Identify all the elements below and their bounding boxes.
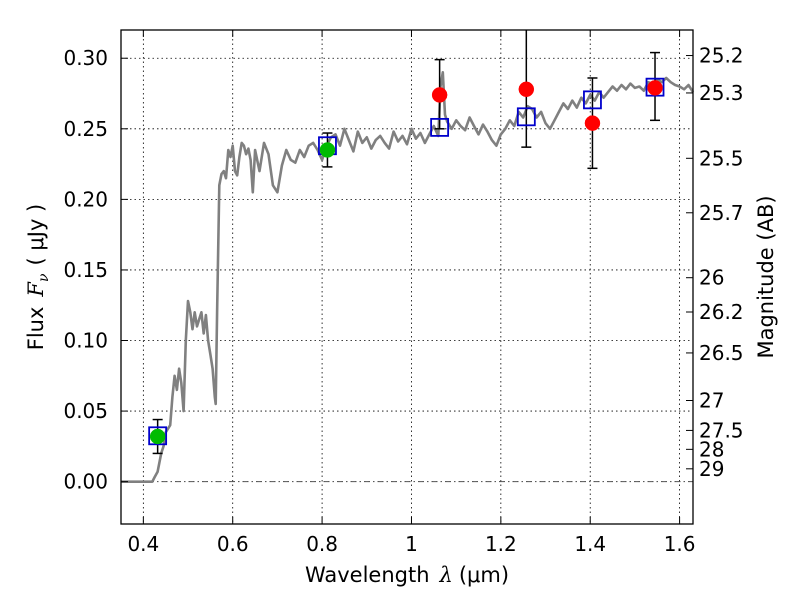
model-photometry-square [148,426,168,446]
x-axis-label: Wavelength λ (μm) [305,563,509,587]
magnitude-tick-label: 26.5 [699,341,744,365]
y-tick-label: 0.00 [63,470,108,494]
magnitude-tick-label: 27 [699,389,724,413]
magnitude-tick-label: 29 [699,457,724,481]
y-axis-label-symbol: F [24,281,48,298]
secondary-y-axis-label: Magnitude (AB) [754,195,778,358]
observed-point-red [647,80,663,96]
magnitude-tick-label: 27.5 [699,418,744,442]
observed-point-red [518,81,535,98]
model-photometry-square [645,77,665,97]
observed-point-green [319,142,336,158]
model-photometry-square [516,107,536,127]
marker-layer [148,77,665,446]
x-axis-label-unit: (μm) [459,563,509,587]
x-tick-label: 1 [405,532,418,556]
y-axis-label-subscript: ν [36,273,52,282]
x-axis-label-text: Wavelength [305,563,430,587]
y-tick-label: 0.30 [63,46,108,70]
magnitude-tick-label: 26.2 [699,300,744,324]
x-tick-label: 0.6 [217,532,249,556]
y-axis-label-text: Flux [24,307,48,351]
x-axis-label-symbol: λ [439,563,453,587]
tick-label-layer: 0.4 0.6 0.8 1 1.2 1.4 1.6 0.00 0.05 0.10 0.15 0.20 0… [63,44,743,556]
y-tick-label: 0.15 [63,258,108,282]
x-tick-label: 1.6 [664,532,696,556]
x-tick-label: 1.2 [485,532,517,556]
magnitude-tick-label: 25.3 [699,81,744,105]
y-tick-label: 0.20 [63,187,108,211]
tick-layer [121,30,693,524]
x-tick-label: 0.8 [306,532,338,556]
y-tick-label: 0.10 [63,329,108,353]
y-tick-label: 0.05 [63,399,108,423]
magnitude-tick-label: 25.2 [699,44,744,68]
model-photometry-square [583,90,602,110]
observed-point-red [584,115,601,131]
observed-point-green [149,428,166,445]
model-photometry-square [430,117,450,137]
plot-frame [120,29,694,525]
magnitude-tick-label: 25.7 [699,201,744,225]
magnitude-tick-label: 25.5 [699,146,744,170]
y-axis-label-unit: ( μJy ) [24,204,48,266]
magnitude-tick-label: 26 [699,266,724,290]
y-tick-label: 0.25 [63,117,108,141]
magnitude-tick-label: 28 [699,437,724,461]
x-tick-label: 1.4 [574,532,606,556]
observed-point-red [431,87,448,103]
y-axis-label: Flux Fν ( μJy ) [24,204,52,350]
x-tick-label: 0.4 [127,532,159,556]
